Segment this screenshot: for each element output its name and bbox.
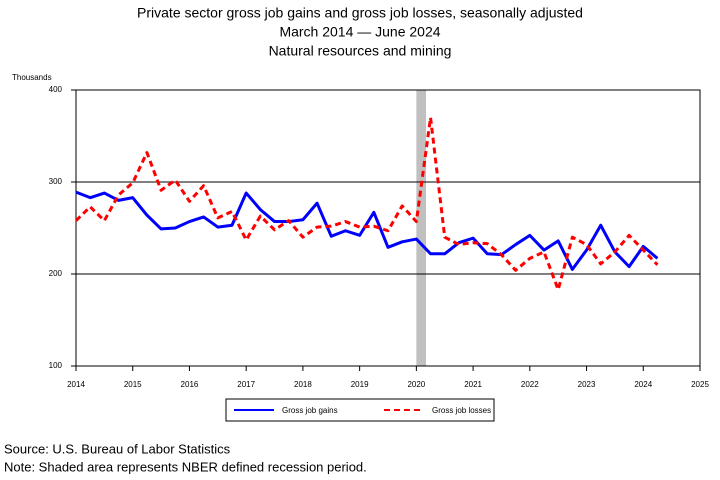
plot-frame: [75, 89, 701, 367]
legend-label: Gross job gains: [282, 406, 338, 415]
x-tick-label: 2024: [634, 380, 652, 389]
x-tick-label: 2021: [464, 380, 482, 389]
legend-label: Gross job losses: [432, 406, 491, 415]
y-tick-label: 100: [49, 361, 63, 370]
x-tick-label: 2019: [351, 380, 369, 389]
x-tick-label: 2017: [237, 380, 255, 389]
y-tick-label: 200: [49, 269, 63, 278]
chart-subtitle: March 2014 — June 2024: [279, 24, 440, 40]
x-tick-label: 2016: [181, 380, 199, 389]
y-tick-label: 400: [49, 85, 63, 94]
note: Note: Shaded area represents NBER define…: [4, 459, 367, 474]
x-tick-label: 2025: [691, 380, 709, 389]
legend-box: [225, 398, 495, 422]
y-tick-label: 300: [49, 177, 63, 186]
chart-title: Private sector gross job gains and gross…: [137, 5, 583, 21]
x-tick-label: 2022: [521, 380, 539, 389]
chart-subtitle: Natural resources and mining: [269, 43, 452, 59]
x-tick-label: 2018: [294, 380, 312, 389]
x-tick-label: 2023: [578, 380, 596, 389]
source: Source: U.S. Bureau of Labor Statistics: [4, 441, 231, 456]
x-tick-label: 2020: [407, 380, 425, 389]
y-axis-label: Thousands: [12, 73, 52, 82]
recession-shade: [416, 90, 427, 366]
x-tick-label: 2015: [124, 380, 142, 389]
series-line: [75, 190, 659, 271]
series-line: [74, 116, 659, 292]
x-tick-label: 2014: [67, 380, 85, 389]
